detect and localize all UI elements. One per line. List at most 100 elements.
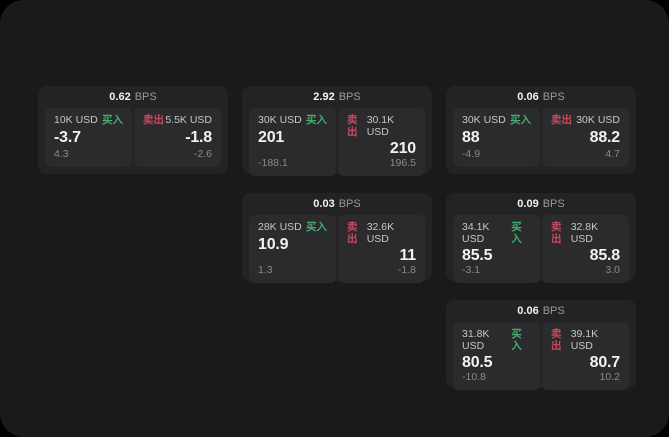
sell-panel-top: 卖出 32.8K USD	[551, 221, 620, 245]
bps-unit-label: BPS	[134, 90, 157, 103]
sell-size: 30.1K USD	[366, 114, 395, 138]
buy-price: 85.5	[462, 247, 493, 265]
quote-card-body: 31.8K USD 买入 80.5 -10.8 卖出 39.1K USD 80.…	[446, 322, 636, 397]
sell-panel-top: 卖出 39.1K USD	[551, 328, 620, 352]
buy-price: -3.7	[54, 128, 81, 146]
sell-delta: 10.2	[599, 371, 620, 384]
bps-header: 0.09 BPS	[446, 193, 636, 215]
quote-card[interactable]: 0.06 BPS 30K USD 买入 88 -4.9 卖出 30K USD	[446, 86, 636, 174]
buy-delta: -10.8	[462, 371, 486, 384]
bps-unit-label: BPS	[338, 197, 361, 210]
buy-price: 80.5	[462, 354, 493, 372]
sell-price: 210	[389, 140, 416, 158]
sell-panel[interactable]: 卖出 32.8K USD 85.8 3.0	[542, 215, 629, 284]
buy-size: 34.1K USD	[462, 221, 490, 245]
buy-panel-top: 30K USD 买入	[258, 114, 327, 127]
bps-header: 0.03 BPS	[242, 193, 432, 215]
bps-value: 0.03	[313, 197, 335, 210]
sell-price: 85.8	[589, 247, 621, 265]
buy-label: 买入	[102, 114, 123, 126]
buy-size: 28K USD	[258, 221, 302, 233]
sell-price: 11	[399, 247, 416, 265]
sell-label: 卖出	[143, 114, 164, 126]
buy-panel-top: 34.1K USD 买入	[462, 221, 531, 245]
sell-label: 卖出	[347, 221, 358, 245]
bps-header: 0.06 BPS	[446, 86, 636, 108]
buy-size: 30K USD	[462, 114, 506, 126]
buy-label: 买入	[510, 114, 531, 126]
buy-delta: 4.3	[54, 148, 69, 161]
buy-size: 31.8K USD	[462, 328, 490, 352]
sell-size: 32.8K USD	[570, 221, 599, 245]
sell-panel-top: 卖出 5.5K USD	[143, 114, 212, 127]
bps-value: 0.62	[109, 90, 131, 103]
sell-label: 卖出	[347, 114, 358, 138]
sell-size: 39.1K USD	[570, 328, 599, 352]
quote-card-body: 30K USD 买入 201 -188.1 卖出 30.1K USD 210 1…	[242, 108, 432, 183]
buy-panel[interactable]: 30K USD 买入 88 -4.9	[453, 108, 540, 167]
quote-card-body: 30K USD 买入 88 -4.9 卖出 30K USD 88.2 4.7	[446, 108, 636, 174]
buy-delta: -3.1	[462, 264, 481, 277]
buy-panel-top: 30K USD 买入	[462, 114, 531, 127]
bps-value: 0.09	[517, 197, 539, 210]
sell-panel[interactable]: 卖出 30.1K USD 210 196.5	[338, 108, 425, 177]
buy-price: 201	[258, 128, 285, 146]
sell-panel[interactable]: 卖出 32.6K USD 11 -1.8	[338, 215, 425, 284]
buy-panel-top: 28K USD 买入	[258, 221, 327, 234]
bps-value: 0.06	[517, 304, 539, 317]
sell-label: 卖出	[551, 221, 562, 245]
sell-delta: -1.8	[397, 264, 416, 277]
bps-header: 0.62 BPS	[38, 86, 228, 108]
buy-panel[interactable]: 30K USD 买入 201 -188.1	[249, 108, 336, 177]
buy-price: 10.9	[258, 235, 289, 253]
sell-panel-top: 卖出 30K USD	[551, 114, 620, 127]
buy-delta: -188.1	[258, 157, 288, 170]
sell-size: 5.5K USD	[165, 114, 212, 126]
bps-unit-label: BPS	[338, 90, 361, 103]
buy-panel[interactable]: 10K USD 买入 -3.7 4.3	[45, 108, 132, 167]
sell-price: 88.2	[589, 128, 621, 146]
buy-delta: 1.3	[258, 264, 273, 277]
quote-card-body: 34.1K USD 买入 85.5 -3.1 卖出 32.8K USD 85.8…	[446, 215, 636, 290]
sell-delta: 196.5	[389, 157, 416, 170]
sell-price: 80.7	[589, 354, 621, 372]
quote-card-body: 28K USD 买入 10.9 1.3 卖出 32.6K USD 11 -1.8	[242, 215, 432, 290]
quote-card[interactable]: 0.09 BPS 34.1K USD 买入 85.5 -3.1 卖出 32.8K…	[446, 193, 636, 284]
buy-label: 买入	[306, 221, 327, 233]
buy-panel-top: 10K USD 买入	[54, 114, 123, 127]
sell-label: 卖出	[551, 328, 562, 352]
sell-price: -1.8	[185, 128, 212, 146]
quote-card[interactable]: 0.06 BPS 31.8K USD 买入 80.5 -10.8 卖出 39.1…	[446, 300, 636, 391]
sell-delta: -2.6	[193, 148, 212, 161]
sell-label: 卖出	[551, 114, 572, 126]
sell-panel[interactable]: 卖出 30K USD 88.2 4.7	[542, 108, 629, 167]
buy-label: 买入	[306, 114, 327, 126]
buy-panel[interactable]: 34.1K USD 买入 85.5 -3.1	[453, 215, 540, 284]
bps-header: 0.06 BPS	[446, 300, 636, 322]
quote-card[interactable]: 0.62 BPS 10K USD 买入 -3.7 4.3 卖出 5.5K USD	[38, 86, 228, 174]
sell-panel-top: 卖出 30.1K USD	[347, 114, 416, 138]
sell-size: 30K USD	[576, 114, 620, 126]
quote-card-body: 10K USD 买入 -3.7 4.3 卖出 5.5K USD -1.8 -2.…	[38, 108, 228, 174]
sell-delta: 3.0	[605, 264, 620, 277]
quote-cards-grid: 0.62 BPS 10K USD 买入 -3.7 4.3 卖出 5.5K USD	[38, 86, 636, 391]
bps-unit-label: BPS	[542, 197, 565, 210]
buy-panel[interactable]: 31.8K USD 买入 80.5 -10.8	[453, 322, 540, 391]
sell-size: 32.6K USD	[366, 221, 395, 245]
sell-delta: 4.7	[605, 148, 620, 161]
bps-header: 2.92 BPS	[242, 86, 432, 108]
sell-panel-top: 卖出 32.6K USD	[347, 221, 416, 245]
sell-panel[interactable]: 卖出 5.5K USD -1.8 -2.6	[134, 108, 221, 167]
bps-unit-label: BPS	[542, 90, 565, 103]
bps-unit-label: BPS	[542, 304, 565, 317]
quote-card[interactable]: 2.92 BPS 30K USD 买入 201 -188.1 卖出 30.1K …	[242, 86, 432, 177]
quote-card[interactable]: 0.03 BPS 28K USD 买入 10.9 1.3 卖出 32.6K US…	[242, 193, 432, 284]
buy-panel[interactable]: 28K USD 买入 10.9 1.3	[249, 215, 336, 284]
buy-size: 30K USD	[258, 114, 302, 126]
buy-label: 买入	[511, 328, 522, 352]
sell-panel[interactable]: 卖出 39.1K USD 80.7 10.2	[542, 322, 629, 391]
buy-size: 10K USD	[54, 114, 98, 126]
bps-value: 0.06	[517, 90, 539, 103]
buy-price: 88	[462, 128, 480, 146]
